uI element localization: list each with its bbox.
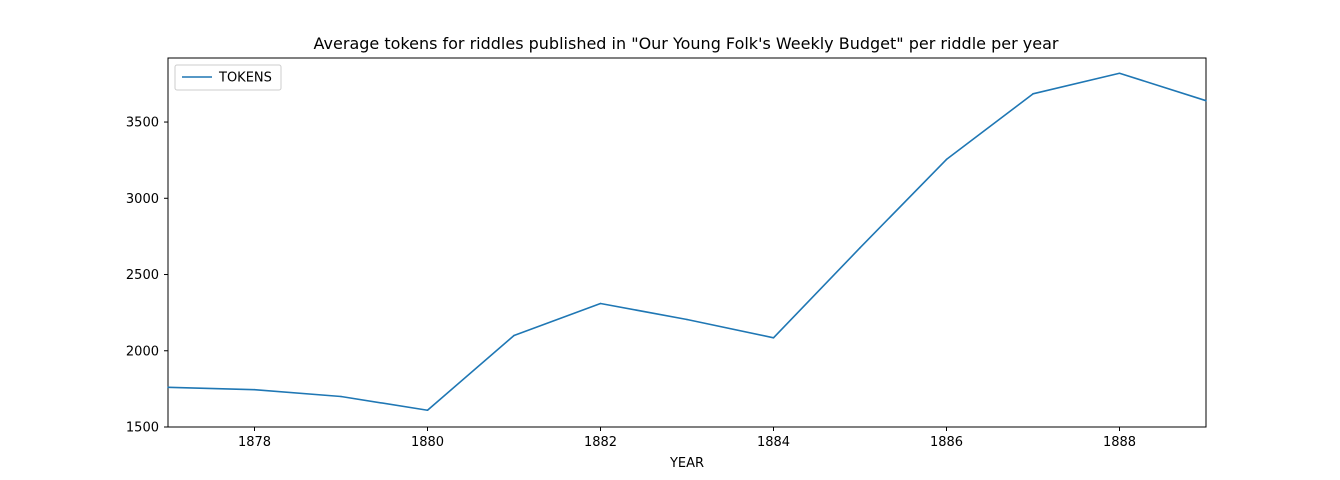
plot-border	[167, 57, 1207, 428]
series-layer	[167, 72, 1207, 412]
data-point	[945, 158, 948, 161]
x-tick-label: 1882	[584, 435, 617, 450]
chart-title: Average tokens for riddles published in …	[314, 34, 1059, 53]
y-tick-label: 2000	[126, 344, 159, 359]
y-tick-label: 3500	[126, 116, 159, 131]
data-point	[599, 302, 602, 305]
data-point	[426, 409, 429, 412]
x-tick-label: 1878	[238, 435, 271, 450]
x-tick-label: 1884	[757, 435, 790, 450]
x-tick-label: 1880	[411, 435, 444, 450]
data-point	[772, 336, 775, 339]
data-point	[859, 247, 861, 249]
series-line-tokens	[167, 72, 1207, 412]
data-point	[1205, 99, 1207, 102]
plot-frame	[167, 57, 1207, 428]
x-tick-label: 1886	[930, 435, 963, 450]
data-point	[1032, 93, 1034, 95]
x-axis-ticks: 1878 1880 1882 1884 1886 1888	[238, 427, 1136, 450]
legend: TOKENS	[174, 64, 282, 91]
data-point	[253, 388, 256, 391]
y-axis-ticks: 1500 2000 2500 3000 3500	[126, 116, 168, 436]
legend-label-tokens: TOKENS	[218, 71, 272, 86]
y-tick-label: 3000	[126, 192, 159, 207]
x-tick-label: 1888	[1103, 435, 1136, 450]
y-tick-label: 2500	[126, 268, 159, 283]
legend-box	[174, 64, 282, 91]
data-point	[686, 318, 688, 321]
x-axis-title: YEAR	[669, 456, 704, 471]
data-point	[167, 386, 169, 389]
data-point	[1118, 72, 1121, 75]
data-point	[513, 334, 515, 337]
y-tick-label: 1500	[126, 421, 159, 436]
data-point	[340, 395, 342, 398]
